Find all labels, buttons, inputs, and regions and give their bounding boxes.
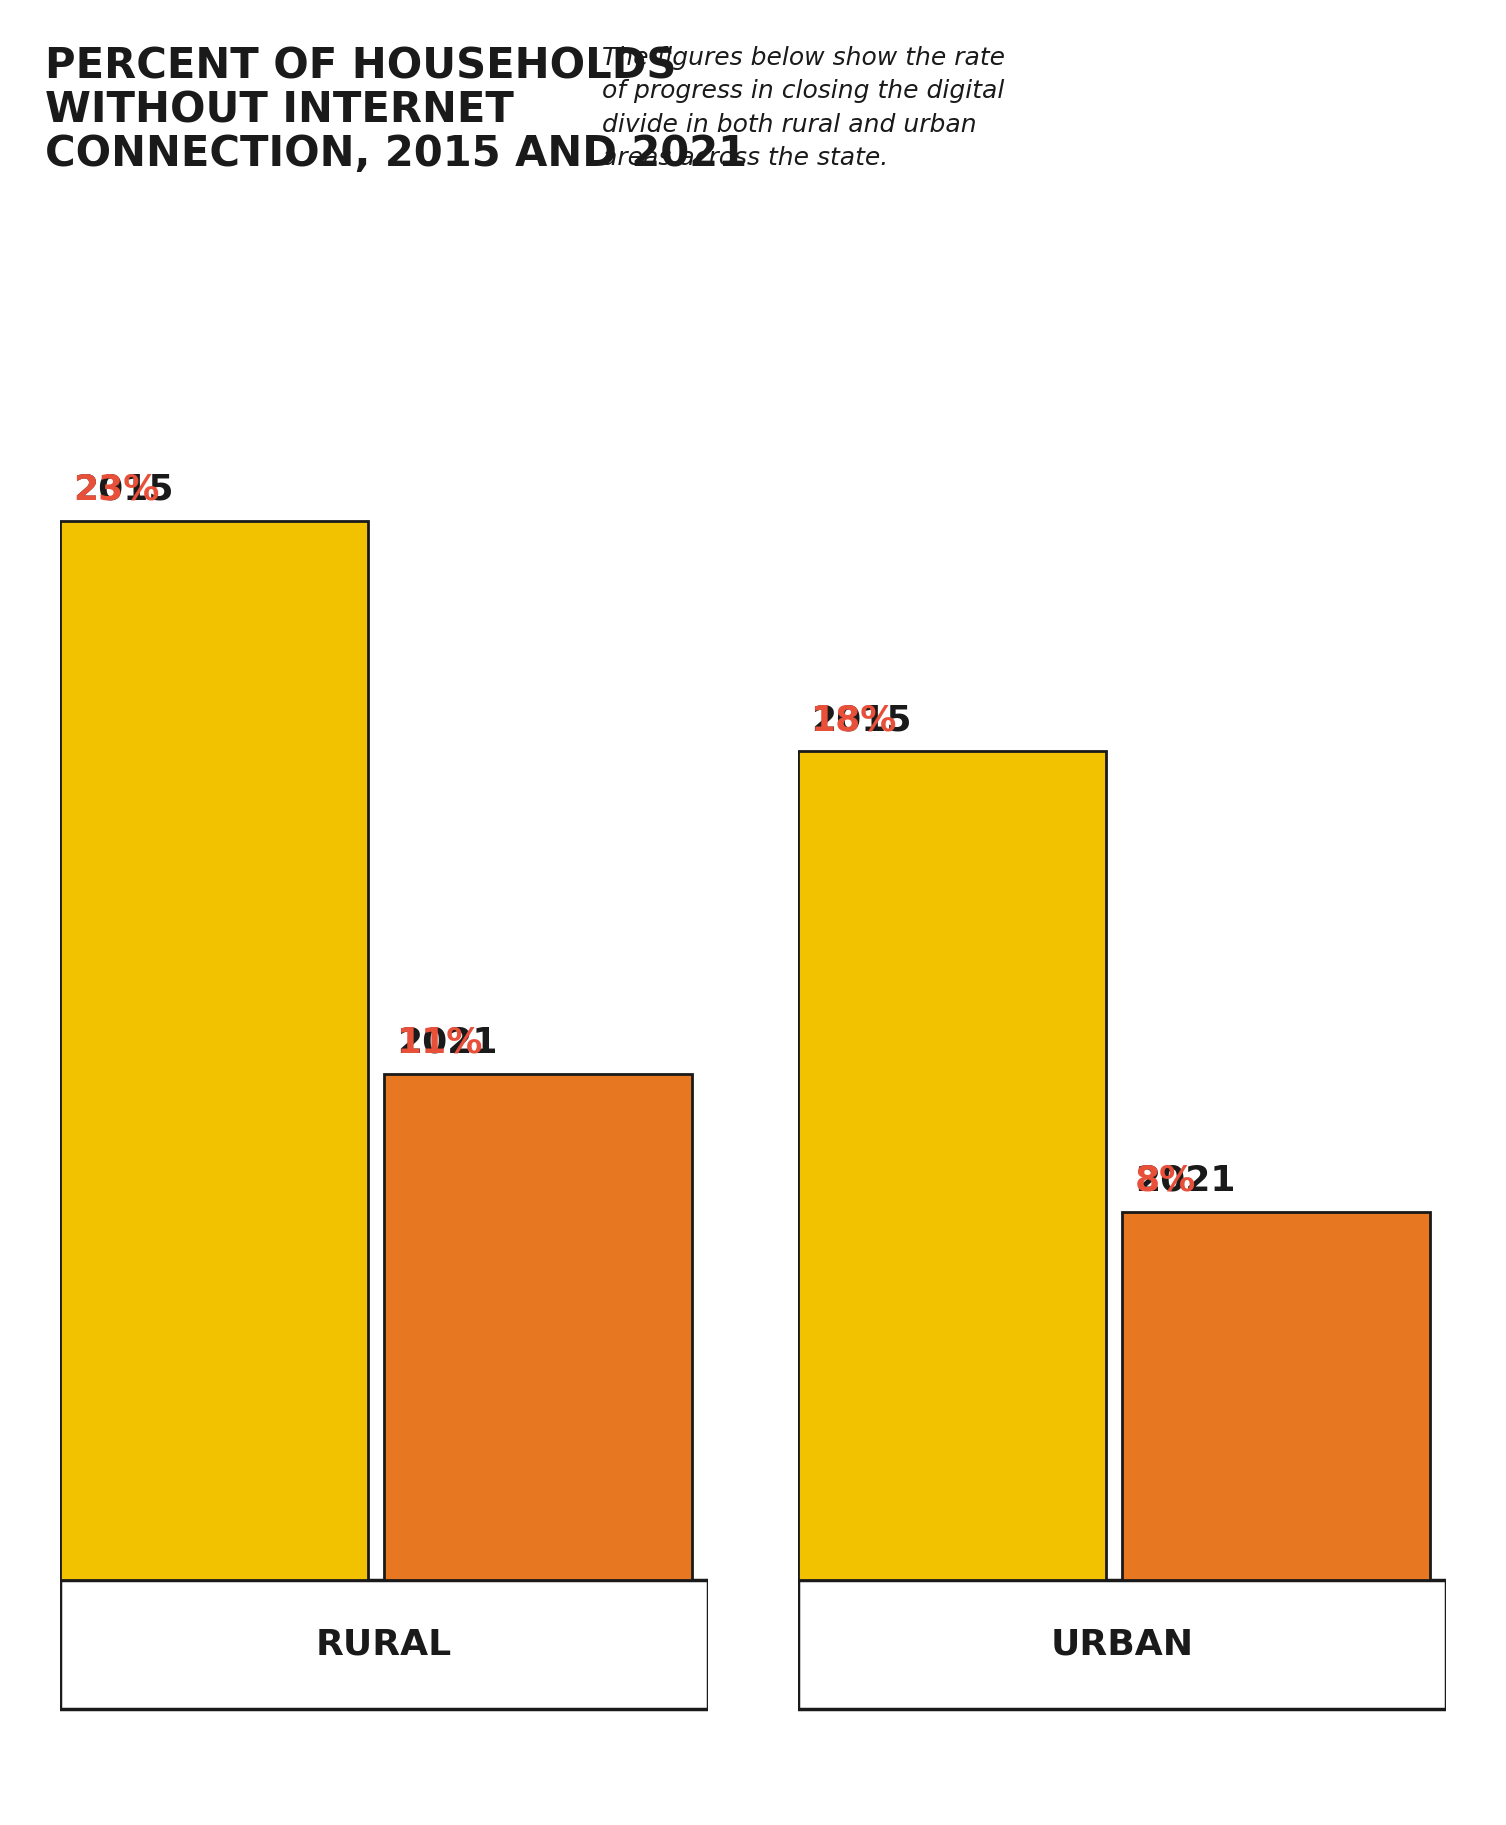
Bar <box>1122 1212 1429 1580</box>
Bar <box>60 522 367 1580</box>
Text: 23%: 23% <box>74 436 160 507</box>
Bar <box>798 752 1105 1580</box>
Text: The figures below show the rate
of progress in closing the digital
divide in bot: The figures below show the rate of progr… <box>602 46 1006 170</box>
Text: 8%: 8% <box>1136 1126 1196 1197</box>
Text: 2021: 2021 <box>398 1026 497 1058</box>
Text: 2021: 2021 <box>1136 1163 1235 1197</box>
Text: 18%: 18% <box>812 666 898 737</box>
Bar <box>60 1580 708 1708</box>
Bar <box>798 1580 1446 1708</box>
Text: 2015: 2015 <box>74 473 173 507</box>
Bar <box>384 1073 691 1580</box>
Text: 11%: 11% <box>398 989 483 1058</box>
Text: PERCENT OF HOUSEHOLDS
WITHOUT INTERNET
CONNECTION, 2015 AND 2021: PERCENT OF HOUSEHOLDS WITHOUT INTERNET C… <box>45 46 747 175</box>
Text: RURAL: RURAL <box>316 1628 452 1661</box>
Text: URBAN: URBAN <box>1050 1628 1194 1661</box>
Text: 2015: 2015 <box>812 703 911 737</box>
